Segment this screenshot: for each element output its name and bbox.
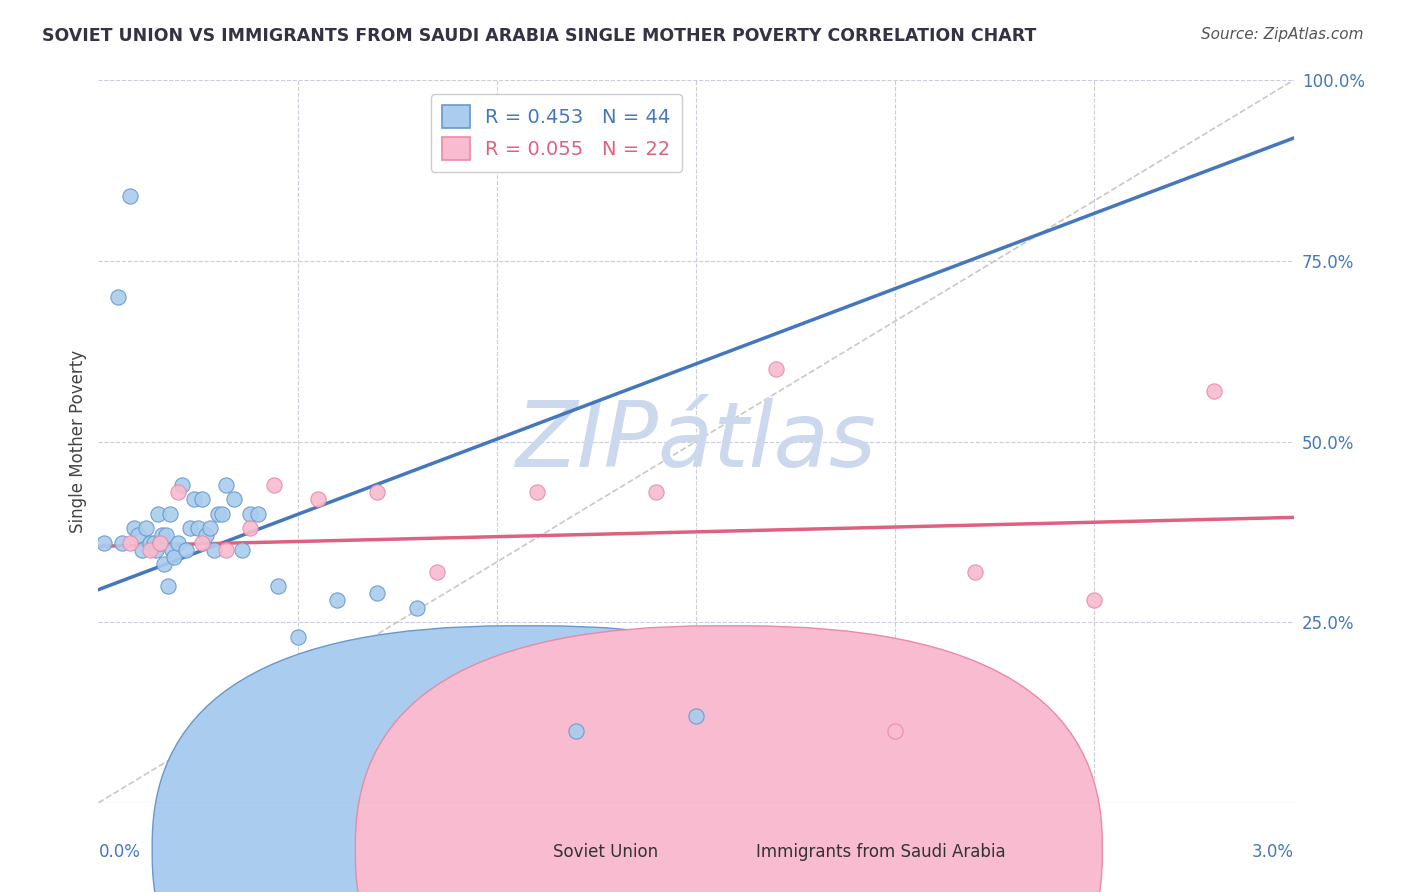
Point <box>239 521 262 535</box>
Point <box>406 600 429 615</box>
Point <box>172 478 194 492</box>
Point <box>685 709 707 723</box>
Point <box>191 492 214 507</box>
Point <box>167 535 190 549</box>
Point <box>107 290 129 304</box>
Point <box>131 542 153 557</box>
Point <box>215 478 238 492</box>
Point <box>231 542 253 557</box>
Point <box>145 542 167 557</box>
Text: Soviet Union: Soviet Union <box>553 843 658 861</box>
Point <box>202 542 225 557</box>
Point <box>963 565 986 579</box>
Point <box>111 535 134 549</box>
Point <box>160 542 183 557</box>
Point <box>246 507 269 521</box>
Point <box>263 478 285 492</box>
Point <box>1083 593 1105 607</box>
Point <box>174 542 197 557</box>
Point <box>326 593 349 607</box>
Point <box>765 362 787 376</box>
Text: 3.0%: 3.0% <box>1251 843 1294 861</box>
Point <box>211 507 233 521</box>
Point <box>191 535 214 549</box>
Point <box>157 579 180 593</box>
Point <box>187 521 209 535</box>
Text: ZIPátlas: ZIPátlas <box>516 398 876 485</box>
Point <box>426 565 449 579</box>
Point <box>183 492 205 507</box>
Text: 0.0%: 0.0% <box>98 843 141 861</box>
Point <box>167 485 190 500</box>
Point <box>159 507 181 521</box>
Point <box>195 528 218 542</box>
Point <box>645 485 668 500</box>
Point <box>155 528 177 542</box>
Point <box>207 507 229 521</box>
Y-axis label: Single Mother Poverty: Single Mother Poverty <box>69 350 87 533</box>
Point <box>124 521 146 535</box>
Point <box>215 542 238 557</box>
Point <box>526 485 548 500</box>
Point <box>135 521 157 535</box>
Point <box>139 535 162 549</box>
Point <box>153 558 176 572</box>
Point <box>148 507 170 521</box>
Legend: R = 0.453   N = 44, R = 0.055   N = 22: R = 0.453 N = 44, R = 0.055 N = 22 <box>430 94 682 171</box>
Text: Source: ZipAtlas.com: Source: ZipAtlas.com <box>1201 27 1364 42</box>
Point <box>163 550 186 565</box>
Point <box>150 528 173 542</box>
Point <box>149 535 172 549</box>
Point <box>139 542 162 557</box>
Point <box>143 535 166 549</box>
Point <box>120 189 142 203</box>
Point <box>93 535 115 549</box>
Point <box>366 485 388 500</box>
Point <box>127 528 149 542</box>
Point <box>120 535 142 549</box>
Point <box>267 579 290 593</box>
FancyBboxPatch shape <box>152 626 900 892</box>
Point <box>179 521 201 535</box>
Text: Immigrants from Saudi Arabia: Immigrants from Saudi Arabia <box>756 843 1005 861</box>
Point <box>565 723 588 738</box>
Point <box>287 630 309 644</box>
FancyBboxPatch shape <box>356 626 1102 892</box>
Point <box>884 723 907 738</box>
Point <box>198 521 221 535</box>
Point <box>307 492 329 507</box>
Point <box>149 535 172 549</box>
Text: SOVIET UNION VS IMMIGRANTS FROM SAUDI ARABIA SINGLE MOTHER POVERTY CORRELATION C: SOVIET UNION VS IMMIGRANTS FROM SAUDI AR… <box>42 27 1036 45</box>
Point <box>239 507 262 521</box>
Point <box>1202 384 1225 398</box>
Point <box>366 586 388 600</box>
Point <box>222 492 245 507</box>
